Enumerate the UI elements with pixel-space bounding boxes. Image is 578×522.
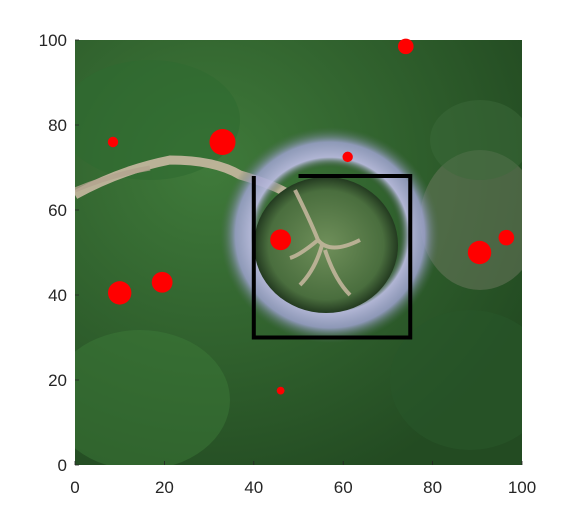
scatter-point [209,129,236,155]
x-tick-label: 60 [334,478,353,497]
scatter-point [270,229,292,251]
scatter-point [498,229,515,246]
x-tick-label: 100 [508,478,536,497]
y-tick-label: 60 [48,201,67,220]
scatter-point [151,271,173,293]
scatter-point [397,38,414,55]
y-tick-label: 20 [48,371,67,390]
x-tick-label: 40 [244,478,263,497]
x-tick-label: 80 [423,478,442,497]
scatter-point [276,386,285,395]
scatter-point [467,240,492,265]
background-image [75,40,522,465]
scatter-point [342,151,353,163]
x-tick-label: 20 [155,478,174,497]
y-tick-label: 0 [58,456,67,475]
marker-layer [107,38,515,395]
scatter-point [107,136,119,148]
x-tick-label: 0 [70,478,79,497]
x-tick-labels: 0 20 40 60 80 100 [70,478,536,497]
y-tick-label: 80 [48,116,67,135]
path-layer [251,174,413,340]
y-tick-label: 100 [39,31,67,50]
y-tick-label: 40 [48,286,67,305]
path-line [251,174,413,340]
y-tick-labels: 0 20 40 60 80 100 [39,31,67,475]
axis-ticks [74,39,523,466]
scatter-point [108,281,132,305]
